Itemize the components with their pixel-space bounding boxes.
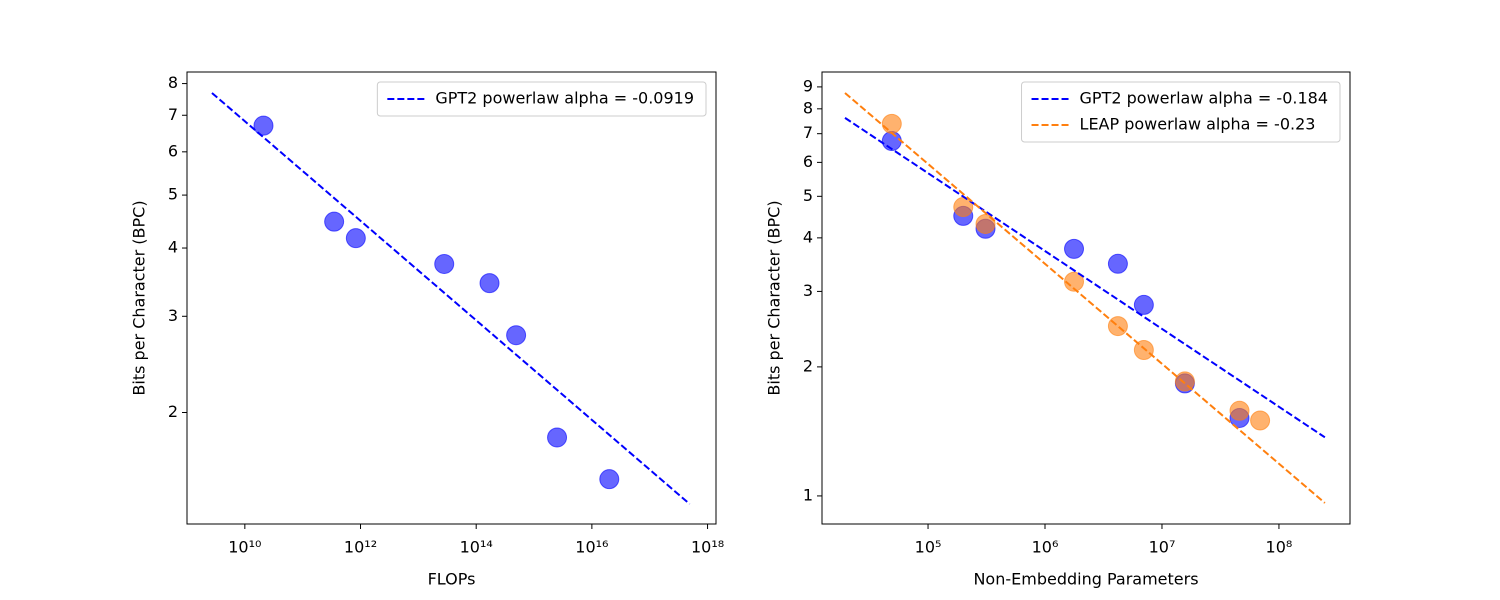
legend-box <box>376 81 707 117</box>
point <box>881 131 902 152</box>
y-tick-label: 3 <box>168 306 178 325</box>
fit-line <box>844 117 1326 439</box>
y-tick-label: 3 <box>803 281 813 300</box>
y-tick-label: 7 <box>168 105 178 124</box>
x-tick-label: 10¹⁶ <box>575 538 608 557</box>
point <box>253 115 274 136</box>
x-tick-label: 10⁶ <box>1032 538 1059 557</box>
y-tick-label: 9 <box>803 76 813 95</box>
axes-frame <box>186 71 717 525</box>
point <box>1107 253 1128 274</box>
legend-box <box>1021 81 1341 143</box>
y-tick-label: 6 <box>803 152 813 171</box>
y-tick-label: 6 <box>168 141 178 160</box>
y-tick-label: 5 <box>168 185 178 204</box>
y-tick-label: 2 <box>168 402 178 421</box>
plot-area <box>211 92 691 505</box>
point <box>345 228 366 249</box>
y-tick-label: 4 <box>168 238 178 257</box>
x-tick-label: 10⁸ <box>1266 538 1293 557</box>
x-tick-label: 10¹⁴ <box>460 538 493 557</box>
y-tick-label: 8 <box>168 73 178 92</box>
point <box>1133 339 1154 360</box>
fit-line <box>844 92 1326 504</box>
subplot: 10¹⁰ 10¹² 10¹⁴ 10¹⁶ 10¹⁸ 2 3 4 5 6 7 8 FLOPs Bits per… <box>130 71 724 589</box>
point <box>599 469 620 490</box>
fit-line <box>211 92 691 505</box>
point <box>479 273 500 294</box>
y-tick-label: 7 <box>803 123 813 142</box>
legend: GPT2 powerlaw alpha = -0.184 LEAP powerla… <box>1021 81 1341 143</box>
point <box>1107 316 1128 337</box>
point <box>1229 400 1250 421</box>
x-tick-label: 10¹⁰ <box>228 538 261 557</box>
x-tick-label: 10¹⁸ <box>691 538 724 557</box>
subplot: 10⁵ 10⁶ 10⁷ 10⁸ 1 2 3 4 5 6 7 8 9 Non-Embedding Param… <box>765 71 1351 589</box>
y-axis-label: Bits per Character (BPC) <box>765 200 784 395</box>
plot-area <box>844 92 1326 504</box>
x-tick-label: 10⁵ <box>915 538 942 557</box>
point <box>1064 271 1085 292</box>
legend-label: LEAP powerlaw alpha = -0.23 <box>1080 115 1316 134</box>
point <box>434 253 455 274</box>
point <box>881 113 902 134</box>
point <box>975 213 996 234</box>
y-axis-label: Bits per Character (BPC) <box>130 200 149 395</box>
legend: GPT2 powerlaw alpha = -0.0919 <box>376 81 707 117</box>
axes-frame <box>821 71 1351 525</box>
point <box>1133 294 1154 315</box>
y-tick-label: 2 <box>803 356 813 375</box>
point <box>1064 238 1085 259</box>
y-tick-label: 5 <box>803 186 813 205</box>
x-tick-label: 10⁷ <box>1149 538 1176 557</box>
y-tick-label: 8 <box>803 98 813 117</box>
point <box>506 325 527 346</box>
x-tick-label: 10¹² <box>344 538 377 557</box>
legend-label: GPT2 powerlaw alpha = -0.184 <box>1080 89 1328 108</box>
y-tick-label: 4 <box>803 227 813 246</box>
point <box>324 211 345 232</box>
x-axis-label: FLOPs <box>428 570 476 589</box>
x-axis-label: Non-Embedding Parameters <box>973 570 1198 589</box>
y-tick-label: 1 <box>803 485 813 504</box>
point <box>547 427 568 448</box>
legend-label: GPT2 powerlaw alpha = -0.0919 <box>435 89 694 108</box>
point <box>1250 410 1271 431</box>
